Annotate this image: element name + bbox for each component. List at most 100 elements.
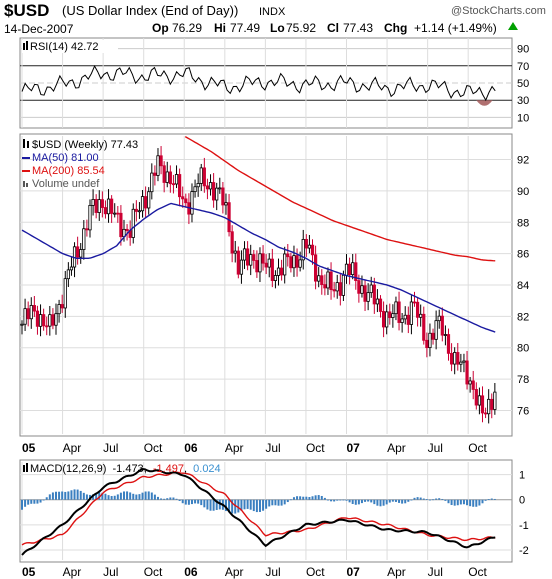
rsi-label: RSI(14) 42.72 <box>30 41 98 53</box>
candle-body <box>378 298 383 312</box>
macd-hist-bar <box>432 499 435 501</box>
candle-body <box>400 318 404 323</box>
candle-body <box>35 310 40 327</box>
candle-body <box>174 174 179 185</box>
candle-body <box>233 250 237 254</box>
macd-hist-bar <box>76 489 79 500</box>
price-grid <box>20 136 512 434</box>
macd-tick-label: -2 <box>519 545 529 557</box>
candle-body <box>212 182 216 201</box>
macd-hist-bar <box>33 499 36 504</box>
macd-hist-bar <box>333 499 336 502</box>
macd-hist-bar <box>382 499 385 506</box>
candle-body <box>487 398 491 415</box>
candle-body <box>42 314 46 327</box>
macd-hist-bar <box>255 499 258 513</box>
macd-hist-bar <box>398 499 401 503</box>
candle-body <box>357 280 361 294</box>
open-label: Op <box>152 21 169 35</box>
macd-hist-bar <box>487 499 490 500</box>
macd-tick-label: 1 <box>519 470 525 482</box>
macd-hist-bar <box>51 492 54 500</box>
price-tick-label: 92 <box>517 155 529 167</box>
macd-tick-label: 0 <box>519 495 525 507</box>
candle-body <box>276 267 281 276</box>
candle-body <box>283 253 287 276</box>
price-tick-label: 88 <box>517 217 529 229</box>
candle-body <box>301 238 305 261</box>
candle-body <box>162 165 166 183</box>
macd-hist-bar <box>391 499 394 502</box>
candle-body <box>323 284 327 289</box>
macd-hist-bar <box>54 491 57 500</box>
macd-hist-bar <box>212 499 215 511</box>
candle-body <box>375 298 380 305</box>
macd-hist-bar <box>138 494 141 500</box>
candle-body <box>258 253 262 273</box>
candle-body <box>366 292 370 302</box>
change-value: +1.14 (+1.49%) <box>414 21 497 35</box>
macd-hist-bar <box>104 493 107 500</box>
macd-hist-bar <box>240 499 243 511</box>
macd-hist-bar <box>472 499 475 507</box>
close-value: 77.43 <box>343 21 373 35</box>
candle-body <box>320 275 324 286</box>
macd-hist-bar <box>320 495 323 500</box>
macd-hist-bar <box>419 497 422 500</box>
macd-hist-bar <box>342 499 345 501</box>
candle-body <box>474 389 478 406</box>
candle-body <box>100 199 104 208</box>
candle-body <box>459 361 463 365</box>
price-tick-label: 78 <box>517 374 529 386</box>
macd-hist-bar <box>444 499 447 501</box>
macd-icon <box>23 463 28 472</box>
candle-body <box>103 207 108 215</box>
price-tick-label: 90 <box>517 186 529 198</box>
candle-body <box>88 204 92 231</box>
macd-hist-bar <box>268 499 271 507</box>
macd-hist-bar <box>79 490 82 500</box>
low-label: Lo <box>270 21 285 35</box>
macd-hist-bar <box>308 497 311 500</box>
candle-body <box>85 228 89 231</box>
macd-hist-bar <box>36 499 39 504</box>
candle-body <box>363 285 367 302</box>
macd-hist-bar <box>311 496 314 500</box>
candle-body <box>32 305 36 312</box>
macd-hist-bar <box>265 499 268 509</box>
candle-body <box>314 254 318 282</box>
macd-hist-bar <box>218 499 221 510</box>
candle-body <box>440 315 444 336</box>
candle-body <box>134 208 138 212</box>
macd-hist-bar <box>271 499 274 506</box>
candle-body <box>329 271 333 291</box>
candle-body <box>144 196 148 209</box>
macd-hist-bar <box>249 499 252 510</box>
candle-body <box>264 262 268 268</box>
candle-body <box>261 253 265 264</box>
x-tick-label: Oct <box>468 565 487 579</box>
macd-hist-bar <box>160 498 163 500</box>
macd-hist-bar <box>404 499 407 504</box>
macd-hist-bar <box>64 491 67 500</box>
macd-hist-bar <box>58 491 61 500</box>
macd-hist-bar <box>175 498 178 500</box>
candle-body <box>437 315 441 322</box>
candle-body <box>406 314 410 325</box>
high-value: 77.49 <box>230 21 260 35</box>
macd-hist-bar <box>441 498 444 500</box>
candle-body <box>156 155 160 176</box>
candle-body <box>307 244 312 249</box>
macd-hist-bar <box>21 499 23 510</box>
candle-body <box>60 304 64 309</box>
candle-body <box>29 305 33 320</box>
ma50-line <box>21 202 496 333</box>
macd-hist-bar <box>163 498 166 500</box>
macd-hist-bar <box>373 499 376 505</box>
candle-body <box>242 248 247 261</box>
macd-hist-bar <box>85 494 88 500</box>
legend-ma200: MA(200) 85.54 <box>32 165 105 177</box>
macd-hist-bar <box>367 499 370 502</box>
candle-body <box>249 254 253 266</box>
macd-x-axis: 05 Apr Jul Oct 06 Apr Jul Oct 07 Apr Jul Oct <box>22 565 488 579</box>
